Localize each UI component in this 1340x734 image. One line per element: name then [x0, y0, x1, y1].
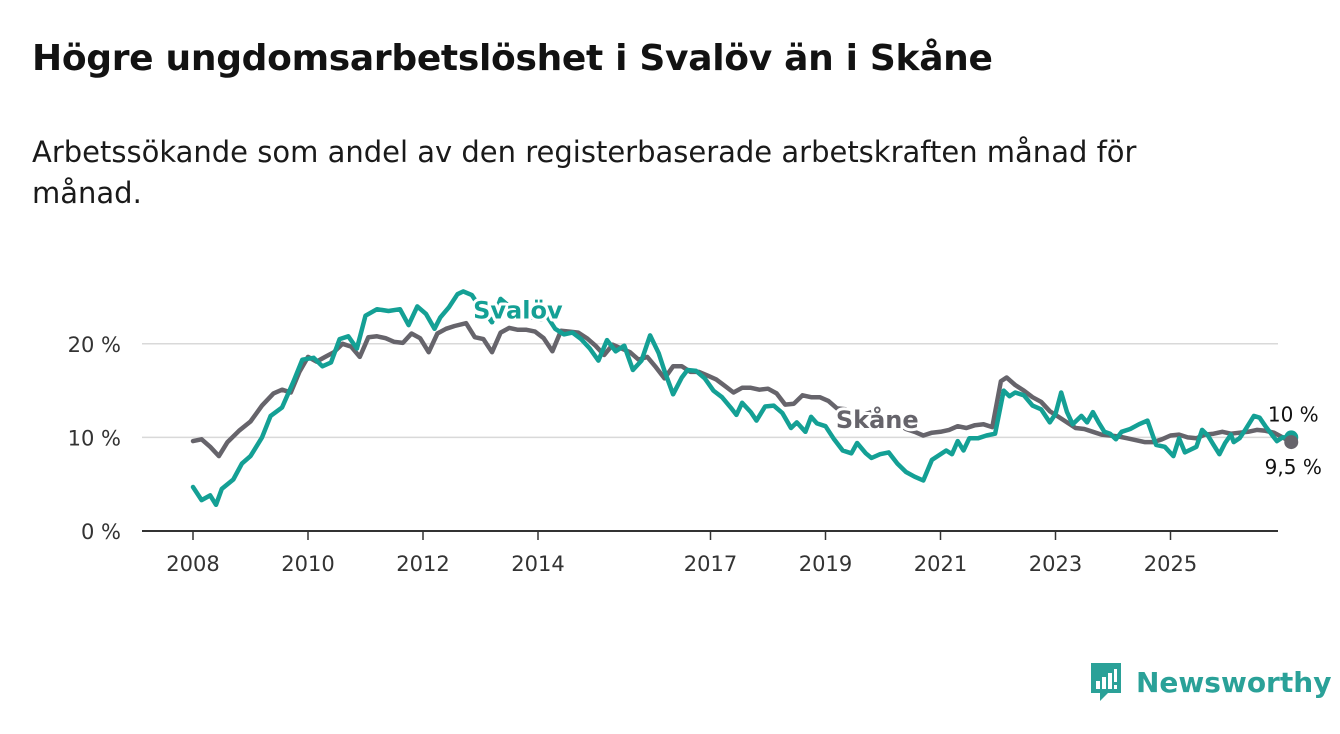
y-tick-label: 0 %: [81, 520, 121, 544]
y-tick-label: 20 %: [68, 333, 121, 357]
gridlines: [142, 343, 1278, 439]
series-lines: [190, 289, 1299, 508]
series-labels: Svalöv Skåne 10 % 9,5 %: [470, 294, 1324, 482]
endpoint-marker-skane: [1284, 435, 1299, 450]
y-tick-label: 10 %: [68, 426, 121, 450]
x-tick-label: 2017: [684, 552, 737, 576]
x-tick-label: 2012: [396, 552, 449, 576]
end-value-label-skane: 9,5 %: [1265, 455, 1322, 479]
x-tick-label: 2025: [1144, 552, 1197, 576]
series-label-skane: Skåne: [836, 405, 919, 434]
newsworthy-logo: Newsworthy: [1088, 660, 1331, 704]
x-tick-label: 2014: [511, 552, 564, 576]
x-axis: 2008 2010 2012 2014 2017 2019 2021 2023 2025: [142, 530, 1278, 576]
x-tick-label: 2008: [166, 552, 219, 576]
series-line-svalov: [190, 289, 1294, 508]
brand-name: Newsworthy: [1136, 665, 1332, 699]
series-label-svalov: Svalöv: [473, 297, 563, 325]
x-tick-label: 2021: [914, 552, 967, 576]
x-tick-label: 2010: [281, 552, 334, 576]
x-tick-label: 2019: [799, 552, 852, 576]
y-axis: 0 % 10 % 20 %: [68, 333, 121, 544]
chart-subtitle: Arbetssökande som andel av den registerb…: [32, 135, 1137, 210]
x-tick-label: 2023: [1029, 552, 1082, 576]
end-value-label-svalov: 10 %: [1268, 402, 1319, 426]
chart-title: Högre ungdomsarbetslöshet i Svalöv än i …: [32, 38, 993, 79]
bar-chart-icon: [1091, 663, 1121, 701]
